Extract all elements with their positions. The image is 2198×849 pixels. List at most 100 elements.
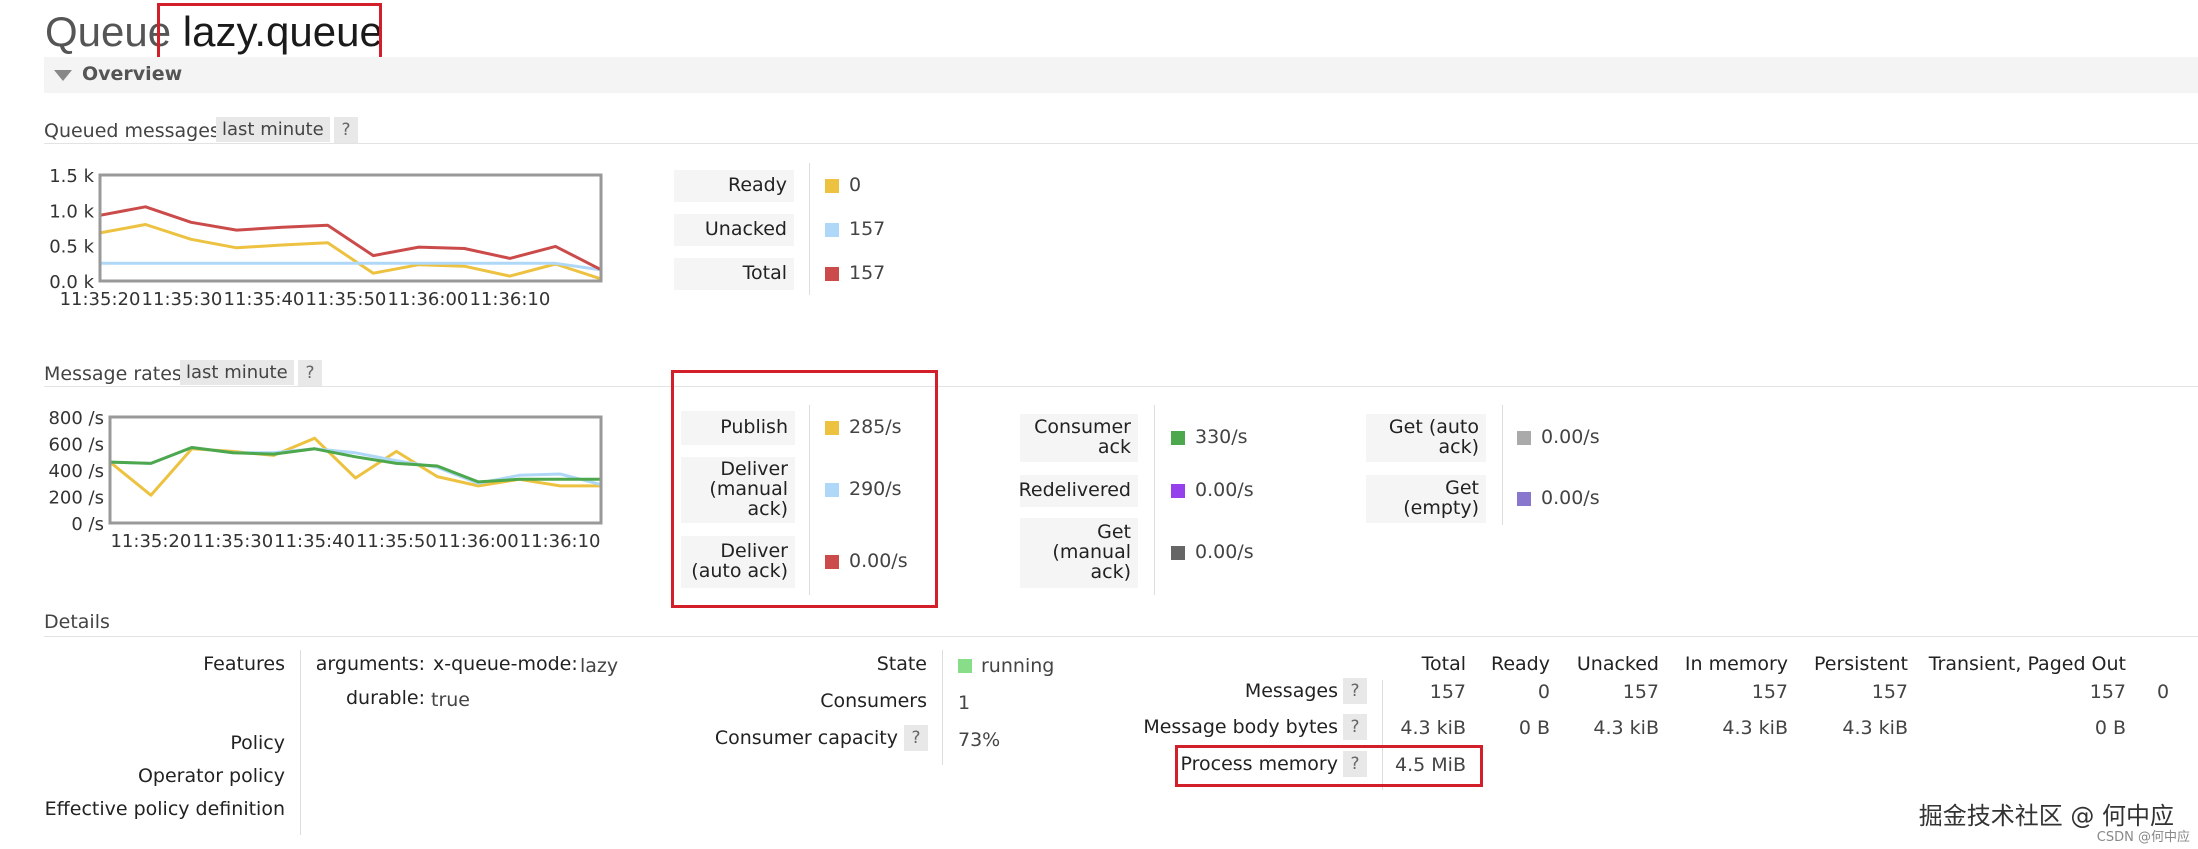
x-tick-label: 11:36:00 [438, 531, 519, 552]
messages-trailing-cell: 0 [2157, 681, 2170, 703]
legend-swatch [825, 223, 839, 237]
series-line [99, 223, 602, 281]
legend-value: 157 [849, 262, 886, 284]
consumers-label: Consumers [820, 690, 927, 712]
legend-swatch [1171, 484, 1185, 498]
messages-cell: 157 [1429, 681, 1466, 703]
series-line [99, 205, 602, 272]
x-tick-label: 11:35:30 [142, 289, 223, 310]
messages-cell: 0 [1537, 681, 1550, 703]
x-tick-label: 11:35:30 [192, 531, 273, 552]
messages-label: Messages [1244, 680, 1338, 702]
y-tick-label: 800 /s [48, 408, 104, 429]
legend-value: 285/s [849, 416, 902, 438]
durable-value: true [431, 689, 470, 711]
message-rates-label: Message rates [44, 363, 182, 385]
legend-label: Get (manual ack) [1020, 518, 1138, 588]
rates-range-button[interactable]: last minute [180, 360, 294, 385]
process-memory-label: Process memory [1180, 753, 1338, 775]
y-tick-label: 600 /s [48, 435, 104, 456]
state-value: running [981, 655, 1055, 677]
messages-help-button[interactable]: ? [1343, 678, 1367, 704]
y-tick-label: 1.5 k [49, 166, 94, 187]
legend-swatch [825, 267, 839, 281]
legend-label: Consumer ack [1020, 414, 1138, 462]
consumer-capacity-value: 73% [958, 729, 1001, 751]
legend-value: 0.00/s [849, 550, 908, 572]
queue-mode-key: x-queue-mode: [433, 653, 578, 675]
details-divider [1382, 680, 1383, 790]
capacity-help-button[interactable]: ? [904, 725, 928, 751]
legend-label: Unacked [674, 214, 794, 246]
details-divider [300, 650, 301, 835]
legend-label: Redelivered [1019, 475, 1138, 507]
legend-value: 0.00/s [1541, 487, 1600, 509]
legend-swatch [1171, 546, 1185, 560]
queued-range-button[interactable]: last minute [216, 117, 330, 142]
legend-value: 157 [849, 218, 886, 240]
messages-cell: 157 [1871, 681, 1908, 703]
watermark-sub: CSDN @何中应 [2096, 830, 2190, 845]
highlight-box-title [157, 3, 382, 65]
y-tick-label: 0.5 k [49, 237, 94, 258]
stats-column-header: Unacked [1576, 653, 1659, 675]
overview-header[interactable] [44, 57, 2198, 93]
section-divider [44, 386, 2198, 387]
legend-label: Ready [674, 170, 794, 202]
highlight-box-memory [1175, 745, 1483, 787]
state-label: State [876, 653, 927, 675]
legend-swatch [825, 421, 839, 435]
process-memory-help-button[interactable]: ? [1343, 751, 1367, 777]
policy-label: Policy [230, 732, 285, 754]
legend-swatch [825, 483, 839, 497]
queued-messages-label: Queued messages [44, 120, 220, 142]
legend-divider [809, 163, 810, 295]
message-body-bytes-cell: 4.3 kiB [1593, 717, 1659, 739]
legend-value: 0.00/s [1195, 541, 1254, 563]
details-divider [942, 650, 943, 765]
arguments-key: arguments: [315, 653, 425, 675]
messages-cell: 157 [1751, 681, 1788, 703]
message-body-bytes-help-button[interactable]: ? [1343, 714, 1367, 740]
legend-label: Deliver (auto ack) [681, 536, 795, 588]
x-tick-label: 11:35:20 [110, 531, 191, 552]
y-tick-label: 0 /s [71, 514, 104, 535]
section-divider [44, 143, 2198, 144]
features-label: Features [203, 653, 285, 675]
process-memory-cell: 4.5 MiB [1395, 754, 1466, 776]
series-line [100, 261, 602, 272]
state-indicator [958, 659, 972, 673]
legend-divider [1154, 405, 1155, 595]
page-title: Queue lazy.queue [45, 8, 383, 56]
queued-help-button[interactable]: ? [334, 117, 358, 143]
messages-cell: 157 [2089, 681, 2126, 703]
message-body-bytes-cell: 4.3 kiB [1400, 717, 1466, 739]
watermark: 掘金技术社区 @ 何中应 [1918, 802, 2174, 830]
stats-column-header: Ready [1491, 653, 1550, 675]
messages-cell: 157 [1622, 681, 1659, 703]
durable-key: durable: [346, 687, 425, 709]
x-tick-label: 11:35:50 [356, 531, 437, 552]
legend-divider [1502, 405, 1503, 525]
stats-column-header: In memory [1684, 653, 1788, 675]
rates-help-button[interactable]: ? [298, 360, 322, 386]
legend-value: 0.00/s [1541, 426, 1600, 448]
legend-swatch [825, 555, 839, 569]
legend-label: Publish [681, 411, 795, 445]
queue-name: lazy.queue [182, 8, 383, 55]
details-label: Details [44, 611, 110, 633]
triangle-down-icon[interactable] [54, 70, 72, 81]
stats-column-header: Persistent [1814, 653, 1908, 675]
plot-frame [98, 173, 603, 283]
consumers-value: 1 [958, 692, 971, 714]
legend-value: 330/s [1195, 426, 1248, 448]
overview-label[interactable]: Overview [82, 63, 183, 85]
x-tick-label: 11:36:10 [469, 289, 550, 310]
legend-swatch [825, 179, 839, 193]
series-line [109, 436, 601, 497]
x-tick-label: 11:36:10 [520, 531, 601, 552]
legend-value: 0.00/s [1195, 479, 1254, 501]
y-tick-label: 1.0 k [49, 201, 94, 222]
stats-column-header: Transient, Paged Out [1928, 653, 2126, 675]
